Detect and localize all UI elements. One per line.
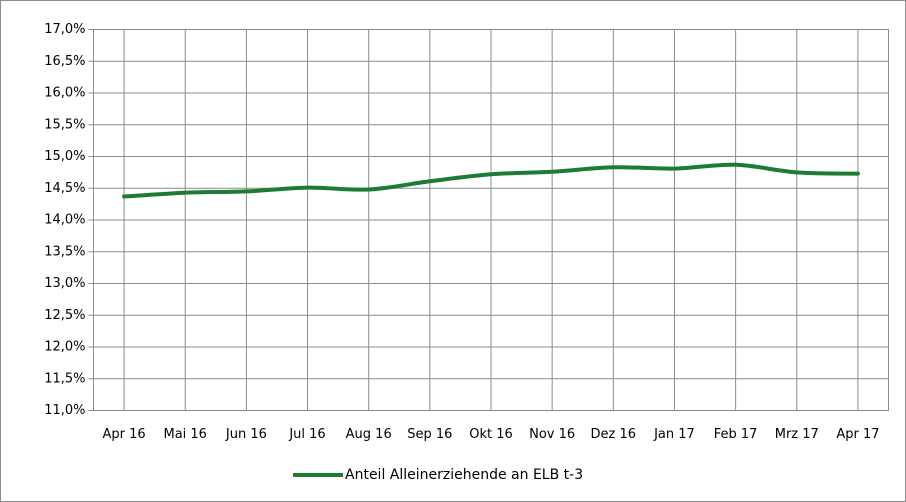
y-tick-label: 16,5% — [44, 54, 85, 69]
x-tick-label: Aug 16 — [346, 427, 392, 442]
data-line — [122, 162, 860, 199]
x-tick-label: Apr 16 — [102, 427, 145, 442]
y-tick-label: 11,5% — [44, 371, 85, 386]
y-tick-label: 15,5% — [44, 117, 85, 132]
x-tick-label: Feb 17 — [714, 427, 758, 442]
y-tick-label: 12,0% — [44, 340, 85, 355]
x-tick-label: Nov 16 — [529, 427, 575, 442]
y-tick-label: 12,5% — [44, 308, 85, 323]
y-tick-label: 14,5% — [44, 181, 85, 196]
y-tick-label: 17,0% — [44, 22, 85, 37]
y-tick-label: 11,0% — [44, 403, 85, 418]
x-tick-label: Jan 17 — [653, 427, 695, 442]
x-tick-label: Jun 16 — [225, 427, 267, 442]
y-tick-label: 13,0% — [44, 276, 85, 291]
y-tick-label: 13,5% — [44, 244, 85, 259]
x-tick-label: Mai 16 — [163, 427, 206, 442]
x-tick-label: Apr 17 — [836, 427, 879, 442]
x-tick-label: Sep 16 — [407, 427, 452, 442]
legend-label: Anteil Alleinerziehende an ELB t-3 — [345, 467, 583, 483]
x-tick-label: Okt 16 — [469, 427, 513, 442]
y-tick-label: 16,0% — [44, 86, 85, 101]
x-tick-label: Dez 16 — [591, 427, 637, 442]
x-tick-label: Jul 16 — [288, 427, 325, 442]
y-tick-label: 14,0% — [44, 213, 85, 228]
x-tick-label: Mrz 17 — [775, 427, 819, 442]
y-tick-label: 15,0% — [44, 149, 85, 164]
